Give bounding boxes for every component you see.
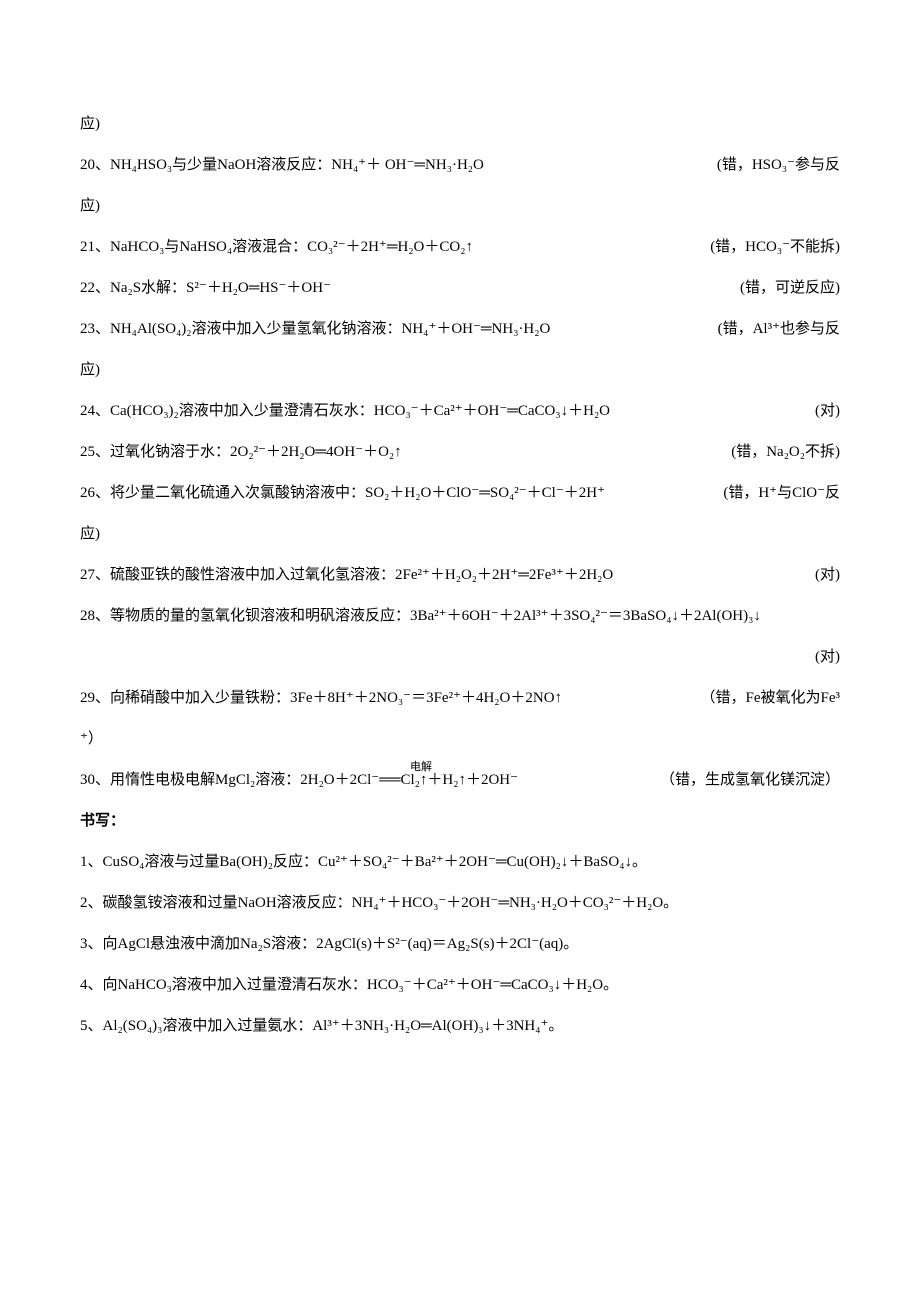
question-text: 30、用惰性电极电解MgCl₂溶液：2H₂O＋2Cl⁻══Cl₂↑＋H₂↑＋2O… — [80, 772, 518, 788]
judgment-text: （错，生成氢氧化镁沉淀） — [660, 761, 840, 800]
writing-1: 1、CuSO₄溶液与过量Ba(OH)₂反应：Cu²⁺＋SO₄²⁻＋Ba²⁺＋2O… — [80, 843, 840, 882]
section-heading-writing: 书写： — [80, 802, 840, 841]
question-22: 22、Na₂S水解：S²⁻＋H₂O═HS⁻＋OH⁻ (错，可逆反应) — [80, 269, 840, 308]
writing-text: 4、向NaHCO₃溶液中加入过量澄清石灰水：HCO₃⁻＋Ca²⁺＋OH⁻═CaC… — [80, 977, 618, 993]
question-text: 23、NH₄Al(SO₄)₂溶液中加入少量氢氧化钠溶液：NH₄⁺＋OH⁻═NH₃… — [80, 321, 550, 337]
question-text: 28、等物质的量的氢氧化钡溶液和明矾溶液反应：3Ba²⁺＋6OH⁻＋2Al³⁺＋… — [80, 608, 761, 624]
electrolysis-annotation: 电解 — [410, 753, 432, 782]
question-text: 25、过氧化钠溶于水：2O₂²⁻＋2H₂O═4OH⁻＋O₂↑ — [80, 444, 402, 460]
writing-4: 4、向NaHCO₃溶液中加入过量澄清石灰水：HCO₃⁻＋Ca²⁺＋OH⁻═CaC… — [80, 966, 840, 1005]
judgment-text: (错，H⁺与ClO⁻反 — [723, 474, 840, 513]
question-text: 29、向稀硝酸中加入少量铁粉：3Fe＋8H⁺＋2NO₃⁻＝3Fe²⁺＋4H₂O＋… — [80, 690, 562, 706]
judgment-text: (错，HCO₃⁻不能拆) — [710, 228, 840, 267]
question-text: 20、NH₄HSO₃与少量NaOH溶液反应：NH₄⁺＋ OH⁻═NH₃·H₂O — [80, 157, 484, 173]
text-continuation: ⁺） — [80, 731, 103, 747]
judgment-text: (对) — [815, 392, 840, 431]
question-28: 28、等物质的量的氢氧化钡溶液和明矾溶液反应：3Ba²⁺＋6OH⁻＋2Al³⁺＋… — [80, 597, 840, 636]
judgment-text: (对) — [815, 649, 840, 665]
judgment-text: (错，Na₂O₂不拆) — [731, 433, 840, 472]
question-30: 30、用惰性电极电解MgCl₂溶液：2H₂O＋2Cl⁻══Cl₂↑＋H₂↑＋2O… — [80, 761, 840, 800]
continuation-line-29: ⁺） — [80, 720, 840, 759]
question-text: 27、硫酸亚铁的酸性溶液中加入过氧化氢溶液：2Fe²⁺＋H₂O₂＋2H⁺═2Fe… — [80, 567, 613, 583]
continuation-line-23: 应) — [80, 351, 840, 390]
text-continuation: 应) — [80, 198, 100, 214]
judgment-text: (错，Al³⁺也参与反 — [718, 310, 840, 349]
text-continuation: 应) — [80, 362, 100, 378]
writing-2: 2、碳酸氢铵溶液和过量NaOH溶液反应：NH₄⁺＋HCO₃⁻＋2OH⁻═NH₃·… — [80, 884, 840, 923]
question-23: 23、NH₄Al(SO₄)₂溶液中加入少量氢氧化钠溶液：NH₄⁺＋OH⁻═NH₃… — [80, 310, 840, 349]
text-continuation: 应) — [80, 116, 100, 132]
judgment-text: (错，可逆反应) — [740, 269, 840, 308]
question-text: 21、NaHCO₃与NaHSO₄溶液混合：CO₃²⁻＋2H⁺═H₂O＋CO₂↑ — [80, 239, 473, 255]
question-25: 25、过氧化钠溶于水：2O₂²⁻＋2H₂O═4OH⁻＋O₂↑ (错，Na₂O₂不… — [80, 433, 840, 472]
judgment-text: (错，HSO₃⁻参与反 — [717, 146, 840, 185]
writing-text: 3、向AgCl悬浊液中滴加Na₂S溶液：2AgCl(s)＋S²⁻(aq)＝Ag₂… — [80, 936, 578, 952]
text-continuation: 应) — [80, 526, 100, 542]
judgment-28: (对) — [80, 638, 840, 677]
writing-5: 5、Al₂(SO₄)₃溶液中加入过量氨水：Al³⁺＋3NH₃·H₂O═Al(OH… — [80, 1007, 840, 1046]
continuation-line-20: 应) — [80, 187, 840, 226]
question-21: 21、NaHCO₃与NaHSO₄溶液混合：CO₃²⁻＋2H⁺═H₂O＋CO₂↑ … — [80, 228, 840, 267]
heading-text: 书写： — [80, 813, 125, 829]
question-text: 22、Na₂S水解：S²⁻＋H₂O═HS⁻＋OH⁻ — [80, 280, 331, 296]
question-text: 26、将少量二氧化硫通入次氯酸钠溶液中：SO₂＋H₂O＋ClO⁻═SO₄²⁻＋C… — [80, 485, 605, 501]
continuation-line-19: 应) — [80, 105, 840, 144]
question-29: 29、向稀硝酸中加入少量铁粉：3Fe＋8H⁺＋2NO₃⁻＝3Fe²⁺＋4H₂O＋… — [80, 679, 840, 718]
writing-text: 5、Al₂(SO₄)₃溶液中加入过量氨水：Al³⁺＋3NH₃·H₂O═Al(OH… — [80, 1018, 563, 1034]
question-24: 24、Ca(HCO₃)₂溶液中加入少量澄清石灰水：HCO₃⁻＋Ca²⁺＋OH⁻═… — [80, 392, 840, 431]
judgment-text: (对) — [815, 556, 840, 595]
continuation-line-26: 应) — [80, 515, 840, 554]
question-text: 24、Ca(HCO₃)₂溶液中加入少量澄清石灰水：HCO₃⁻＋Ca²⁺＋OH⁻═… — [80, 403, 610, 419]
judgment-text: （错，Fe被氧化为Fe³ — [701, 679, 841, 718]
question-26: 26、将少量二氧化硫通入次氯酸钠溶液中：SO₂＋H₂O＋ClO⁻═SO₄²⁻＋C… — [80, 474, 840, 513]
question-27: 27、硫酸亚铁的酸性溶液中加入过氧化氢溶液：2Fe²⁺＋H₂O₂＋2H⁺═2Fe… — [80, 556, 840, 595]
question-20: 20、NH₄HSO₃与少量NaOH溶液反应：NH₄⁺＋ OH⁻═NH₃·H₂O … — [80, 146, 840, 185]
writing-3: 3、向AgCl悬浊液中滴加Na₂S溶液：2AgCl(s)＋S²⁻(aq)＝Ag₂… — [80, 925, 840, 964]
writing-text: 1、CuSO₄溶液与过量Ba(OH)₂反应：Cu²⁺＋SO₄²⁻＋Ba²⁺＋2O… — [80, 854, 647, 870]
writing-text: 2、碳酸氢铵溶液和过量NaOH溶液反应：NH₄⁺＋HCO₃⁻＋2OH⁻═NH₃·… — [80, 895, 678, 911]
